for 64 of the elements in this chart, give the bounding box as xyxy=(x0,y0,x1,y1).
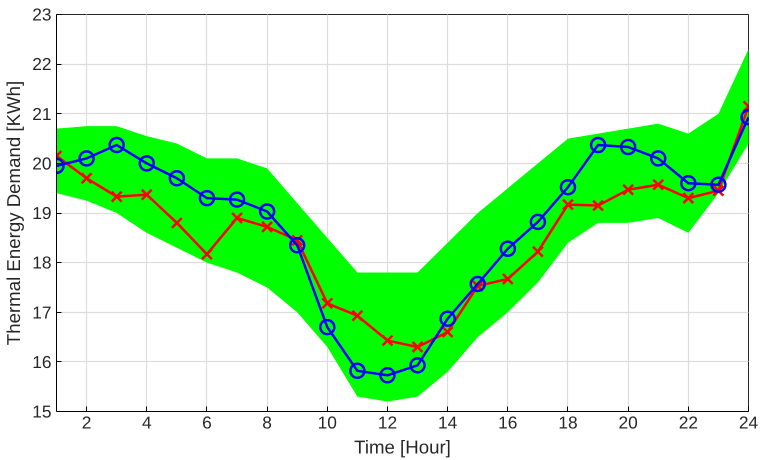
x-tick-label: 12 xyxy=(378,412,398,432)
point xyxy=(319,318,336,336)
point xyxy=(530,214,546,230)
point xyxy=(78,150,95,167)
point xyxy=(230,212,244,224)
x-axis-title: Time [Hour] xyxy=(354,436,451,458)
point xyxy=(228,191,246,208)
x-tick-label: 20 xyxy=(618,412,638,432)
y-tick-label: 18 xyxy=(32,252,52,273)
point xyxy=(170,216,184,230)
point xyxy=(560,178,576,196)
point xyxy=(140,188,153,201)
x-tick-label: 18 xyxy=(558,412,578,432)
point xyxy=(532,246,544,258)
point xyxy=(200,248,214,260)
point xyxy=(260,220,274,234)
point xyxy=(168,170,186,186)
point xyxy=(379,367,396,384)
point xyxy=(110,190,123,203)
point xyxy=(652,178,664,191)
point xyxy=(590,136,606,154)
point xyxy=(710,176,727,193)
y-tick-label: 22 xyxy=(32,54,52,74)
point xyxy=(502,272,514,286)
point xyxy=(469,276,486,292)
y-tick-label: 19 xyxy=(32,203,52,223)
x-tick-label: 8 xyxy=(262,412,272,432)
point xyxy=(680,174,697,192)
x-tick-label: 10 xyxy=(318,412,337,432)
point xyxy=(321,297,334,310)
point xyxy=(650,150,666,167)
point xyxy=(439,310,456,327)
point xyxy=(622,183,634,196)
point xyxy=(409,357,426,374)
y-axis-title: Thermal Energy Demand [KWh] xyxy=(3,80,24,346)
y-tick-label: 16 xyxy=(32,352,52,372)
point xyxy=(288,237,306,254)
point xyxy=(349,362,366,380)
point xyxy=(682,192,695,204)
x-tick-label: 6 xyxy=(202,412,212,432)
point xyxy=(562,198,574,211)
point xyxy=(411,340,424,354)
y-tick-label: 15 xyxy=(32,402,52,422)
point xyxy=(500,240,516,257)
point xyxy=(441,326,454,338)
x-tick-label: 16 xyxy=(498,412,518,432)
point xyxy=(592,199,604,212)
point xyxy=(80,172,93,184)
x-tick-label: 4 xyxy=(142,412,152,432)
x-tick-label: 24 xyxy=(738,412,758,432)
point xyxy=(351,310,364,322)
y-tick-label: 17 xyxy=(32,302,52,322)
y-tick-label: 23 xyxy=(32,4,52,24)
point xyxy=(381,334,394,347)
x-tick-label: 2 xyxy=(82,412,92,432)
x-tick-label: 22 xyxy=(678,412,698,432)
point xyxy=(198,190,216,206)
y-tick-label: 21 xyxy=(32,104,52,124)
y-tick-label: 20 xyxy=(32,153,52,174)
point xyxy=(258,203,276,220)
point xyxy=(620,138,636,156)
x-tick-label: 14 xyxy=(438,412,458,432)
point xyxy=(138,155,156,172)
point xyxy=(108,136,125,154)
